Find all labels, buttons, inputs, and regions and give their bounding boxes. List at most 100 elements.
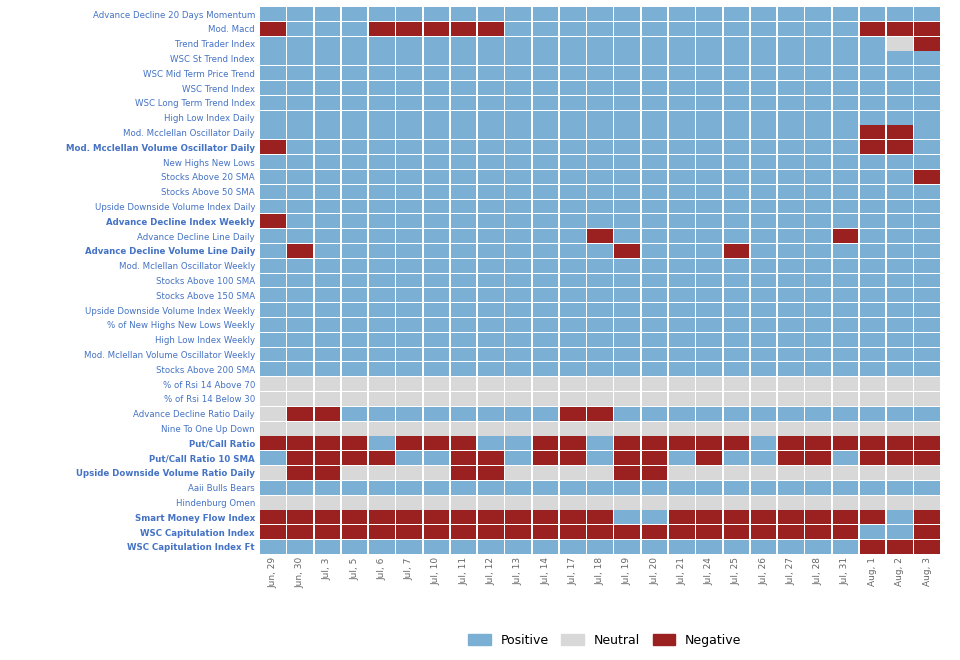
- Bar: [614, 244, 640, 258]
- Bar: [751, 7, 777, 21]
- Bar: [887, 422, 913, 436]
- Bar: [669, 51, 695, 65]
- Bar: [887, 481, 913, 495]
- Bar: [914, 273, 940, 288]
- Bar: [369, 125, 395, 139]
- Bar: [588, 259, 612, 273]
- Bar: [778, 407, 804, 420]
- Bar: [778, 451, 804, 465]
- Bar: [887, 362, 913, 376]
- Bar: [860, 22, 885, 36]
- Bar: [260, 259, 286, 273]
- Bar: [478, 214, 504, 228]
- Bar: [588, 199, 612, 213]
- Bar: [505, 436, 531, 450]
- Bar: [560, 155, 586, 169]
- Bar: [805, 348, 831, 362]
- Bar: [614, 333, 640, 346]
- Bar: [778, 496, 804, 510]
- Bar: [860, 303, 885, 317]
- Bar: [696, 303, 722, 317]
- Bar: [914, 510, 940, 524]
- Bar: [696, 214, 722, 228]
- Bar: [588, 273, 612, 288]
- Bar: [533, 111, 559, 125]
- Bar: [287, 525, 313, 539]
- Bar: [614, 288, 640, 302]
- Bar: [260, 37, 286, 51]
- Bar: [641, 96, 667, 110]
- Bar: [641, 111, 667, 125]
- Bar: [641, 407, 667, 420]
- Bar: [751, 273, 777, 288]
- Bar: [396, 288, 422, 302]
- Bar: [342, 377, 368, 391]
- Bar: [533, 407, 559, 420]
- Bar: [423, 22, 449, 36]
- Bar: [724, 422, 749, 436]
- Bar: [696, 170, 722, 184]
- Bar: [914, 422, 940, 436]
- Bar: [505, 333, 531, 346]
- Bar: [751, 525, 777, 539]
- Bar: [342, 303, 368, 317]
- Bar: [315, 199, 340, 213]
- Bar: [423, 318, 449, 332]
- Bar: [614, 214, 640, 228]
- Bar: [396, 22, 422, 36]
- Bar: [560, 540, 586, 554]
- Bar: [641, 273, 667, 288]
- Bar: [588, 214, 612, 228]
- Bar: [805, 214, 831, 228]
- Bar: [396, 185, 422, 199]
- Bar: [887, 22, 913, 36]
- Bar: [778, 244, 804, 258]
- Bar: [369, 170, 395, 184]
- Bar: [669, 229, 695, 243]
- Bar: [641, 244, 667, 258]
- Bar: [805, 540, 831, 554]
- Bar: [887, 540, 913, 554]
- Bar: [832, 81, 858, 95]
- Bar: [423, 525, 449, 539]
- Bar: [778, 185, 804, 199]
- Bar: [315, 510, 340, 524]
- Bar: [396, 37, 422, 51]
- Bar: [751, 185, 777, 199]
- Bar: [778, 481, 804, 495]
- Bar: [641, 214, 667, 228]
- Bar: [315, 288, 340, 302]
- Bar: [533, 66, 559, 80]
- Bar: [832, 451, 858, 465]
- Bar: [805, 362, 831, 376]
- Bar: [669, 244, 695, 258]
- Bar: [478, 259, 504, 273]
- Bar: [588, 81, 612, 95]
- Bar: [342, 66, 368, 80]
- Bar: [369, 155, 395, 169]
- Bar: [832, 244, 858, 258]
- Bar: [588, 170, 612, 184]
- Bar: [369, 141, 395, 154]
- Bar: [396, 362, 422, 376]
- Bar: [696, 422, 722, 436]
- Bar: [287, 96, 313, 110]
- Bar: [724, 303, 749, 317]
- Bar: [696, 37, 722, 51]
- Bar: [533, 318, 559, 332]
- Bar: [260, 96, 286, 110]
- Bar: [614, 81, 640, 95]
- Bar: [887, 96, 913, 110]
- Bar: [641, 377, 667, 391]
- Bar: [451, 229, 476, 243]
- Bar: [887, 185, 913, 199]
- Bar: [805, 111, 831, 125]
- Bar: [423, 510, 449, 524]
- Bar: [315, 407, 340, 420]
- Bar: [478, 229, 504, 243]
- Bar: [315, 22, 340, 36]
- Bar: [805, 37, 831, 51]
- Bar: [505, 525, 531, 539]
- Bar: [560, 22, 586, 36]
- Bar: [342, 362, 368, 376]
